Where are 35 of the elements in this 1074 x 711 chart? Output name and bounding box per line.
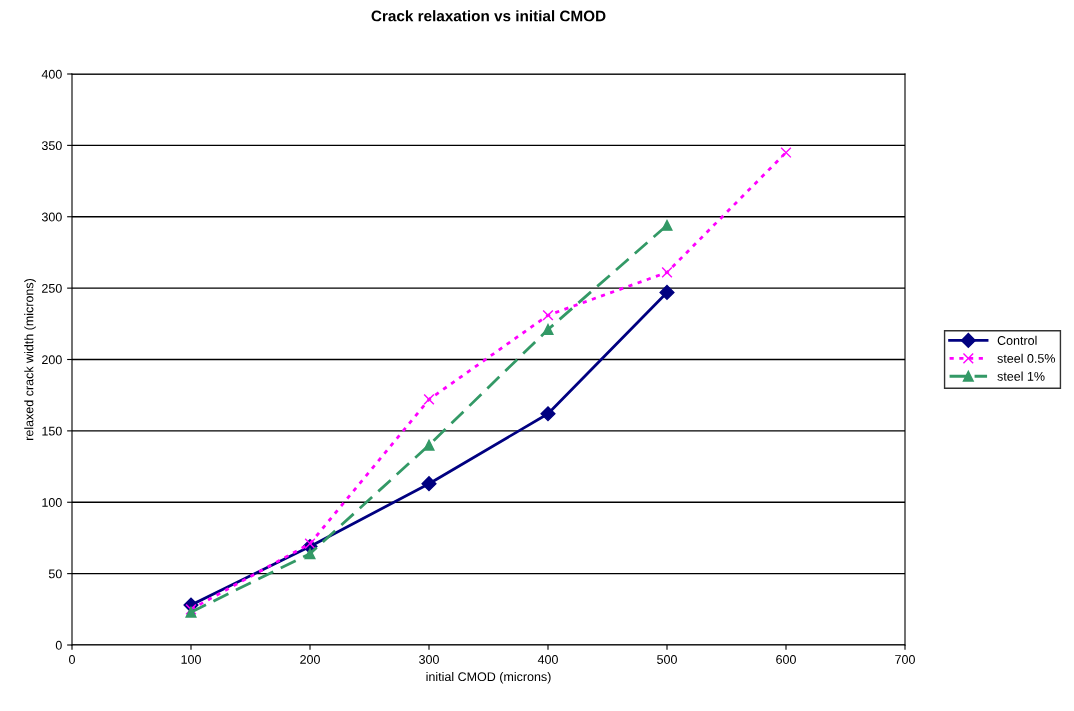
point: [423, 439, 435, 451]
x-tick-label: 100: [181, 655, 201, 664]
x-tick-label: 200: [300, 655, 320, 664]
point: [421, 476, 437, 492]
point: [661, 219, 673, 231]
x-tick-label: 500: [657, 655, 677, 664]
y-tick-label: 400: [41, 69, 62, 79]
point: [542, 309, 554, 321]
legend-label: Control: [997, 335, 1037, 345]
y-tick-label: 200: [42, 355, 62, 365]
point: [780, 146, 792, 159]
x-tick-label: 300: [419, 655, 439, 664]
x-tick-label: 700: [895, 655, 915, 664]
y-tick-label: 50: [48, 569, 62, 579]
point: [423, 393, 435, 406]
x-tick-label: 0: [69, 655, 75, 664]
chart-title: Crack relaxation vs initial CMOD: [371, 10, 606, 22]
x-tick-label: 400: [537, 655, 558, 664]
x-axis-title: initial CMOD (microns): [426, 671, 551, 684]
point: [304, 548, 316, 560]
y-tick-label: 350: [41, 141, 62, 151]
legend-label: steel 0.5%: [997, 353, 1055, 363]
y-tick-label: 0: [55, 640, 62, 650]
point: [661, 266, 673, 278]
point: [542, 323, 554, 336]
y-tick-label: 250: [42, 283, 62, 293]
y-tick-label: 100: [42, 498, 62, 507]
y-tick-label: 150: [42, 426, 62, 436]
point: [540, 406, 556, 422]
y-axis-title: relaxed crack width (microns): [24, 279, 36, 440]
point: [659, 284, 675, 300]
x-tick-label: 600: [776, 655, 796, 664]
y-tick-label: 300: [41, 212, 62, 222]
legend-label: steel 1%: [997, 371, 1045, 381]
point: [304, 538, 316, 550]
